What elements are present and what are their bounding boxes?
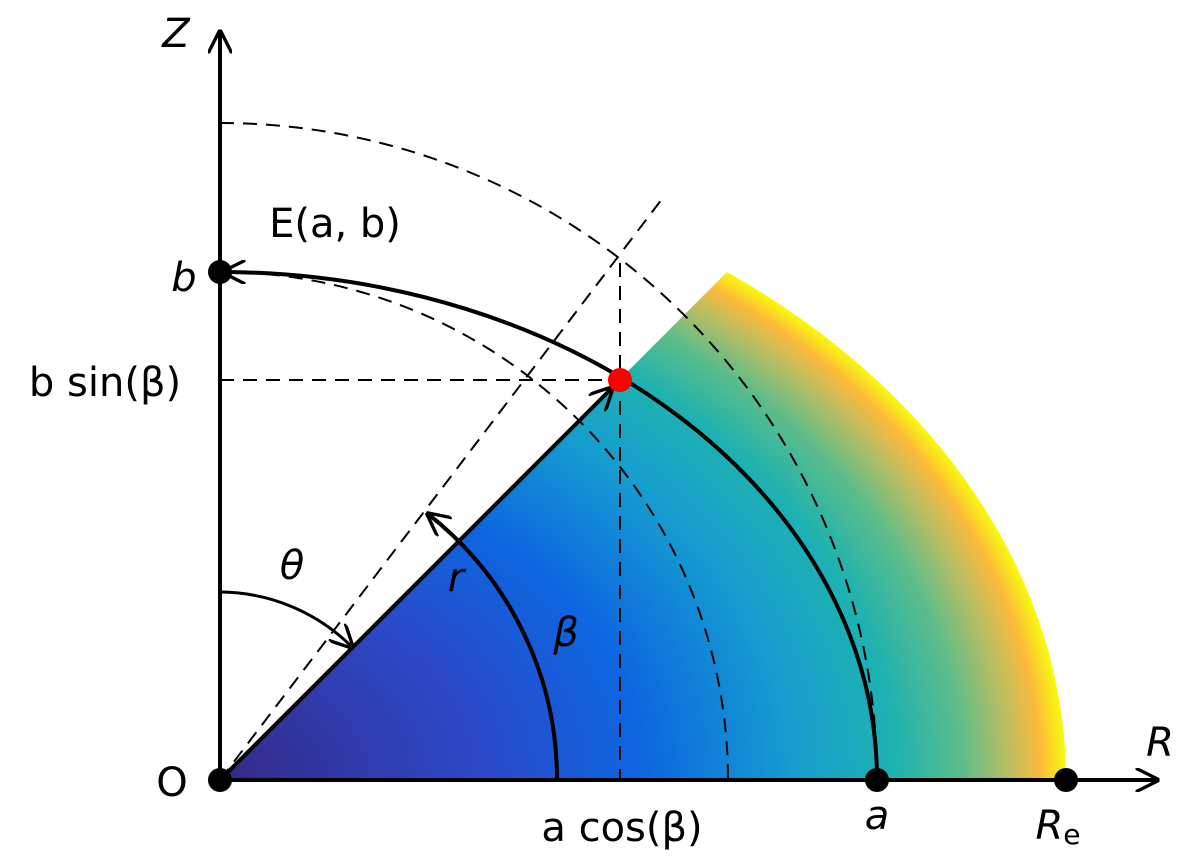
a-label: a xyxy=(865,793,890,839)
ellipse-arc xyxy=(224,272,879,781)
radius-vector xyxy=(218,388,612,782)
surface-point xyxy=(608,368,632,392)
points xyxy=(208,260,1078,792)
a-cos-beta-label: a cos(β) xyxy=(541,805,702,851)
r-axis-label: R xyxy=(1146,720,1174,766)
r-label: r xyxy=(448,555,467,601)
origin-label: O xyxy=(156,760,187,806)
beta-label: β xyxy=(552,610,579,656)
b-sin-beta-label: b sin(β) xyxy=(29,360,181,406)
colored-wedge xyxy=(220,272,1066,780)
theta-arc xyxy=(219,590,352,647)
re-label: Re xyxy=(1035,803,1080,851)
beta-arc xyxy=(428,514,560,781)
re-main: R xyxy=(1035,803,1063,849)
theta-label: θ xyxy=(280,543,304,589)
re-sub: e xyxy=(1063,818,1080,851)
b-label: b xyxy=(171,255,196,301)
z-axis-label: Z xyxy=(161,11,191,57)
ellipse-label: E(a, b) xyxy=(269,201,401,247)
